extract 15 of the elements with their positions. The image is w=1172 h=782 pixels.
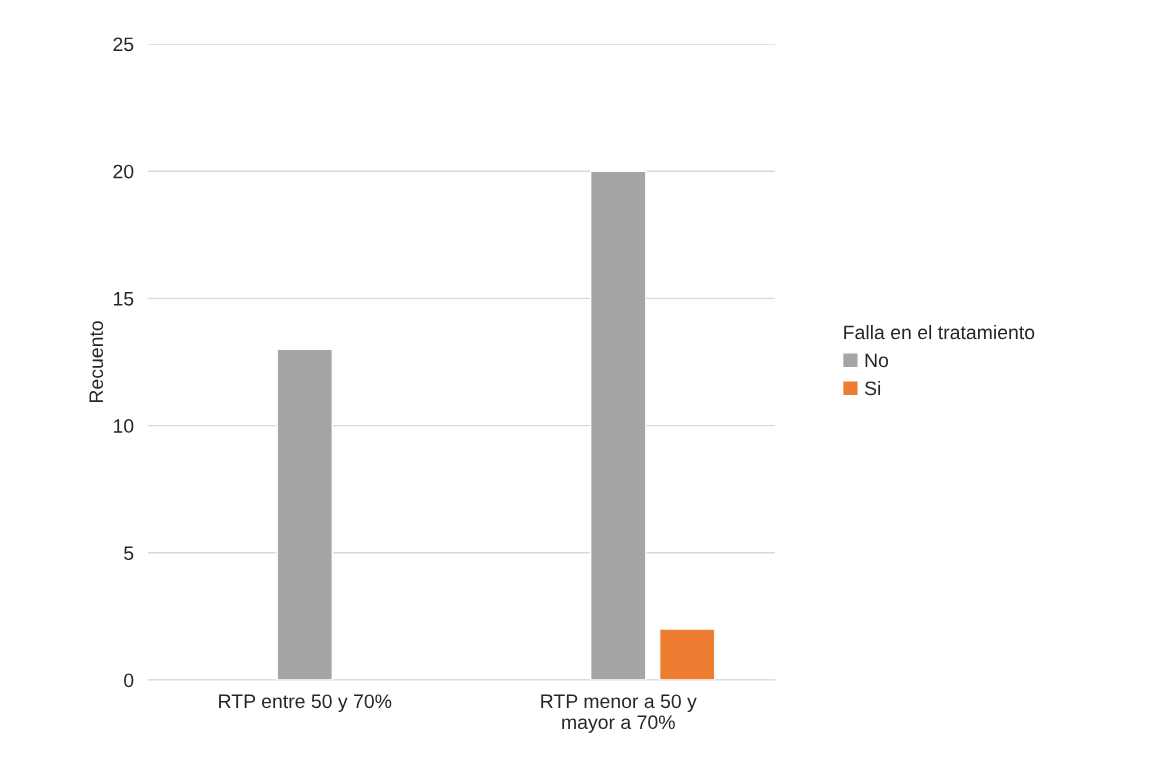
y-tick-label: 20 (113, 164, 134, 179)
y-tick-label: 25 (113, 37, 134, 52)
y-tick-label: 15 (113, 292, 134, 306)
y-axis-title: Recuento (89, 321, 104, 403)
legend-title: Falla en el tratamiento (844, 324, 1035, 340)
legend-label: Si (864, 380, 881, 396)
bar (658, 628, 716, 680)
x-tick-label: RTP entre 50 y 70% (219, 694, 392, 713)
y-tick-label: 5 (124, 546, 134, 561)
y-tick-label: 10 (113, 419, 134, 433)
y-tick-label: 0 (124, 673, 134, 688)
x-tick-label: RTP menor a 50 y mayor a 70% (541, 694, 697, 733)
legend-label: No (865, 353, 889, 368)
bar (589, 170, 647, 680)
bar (276, 348, 334, 680)
